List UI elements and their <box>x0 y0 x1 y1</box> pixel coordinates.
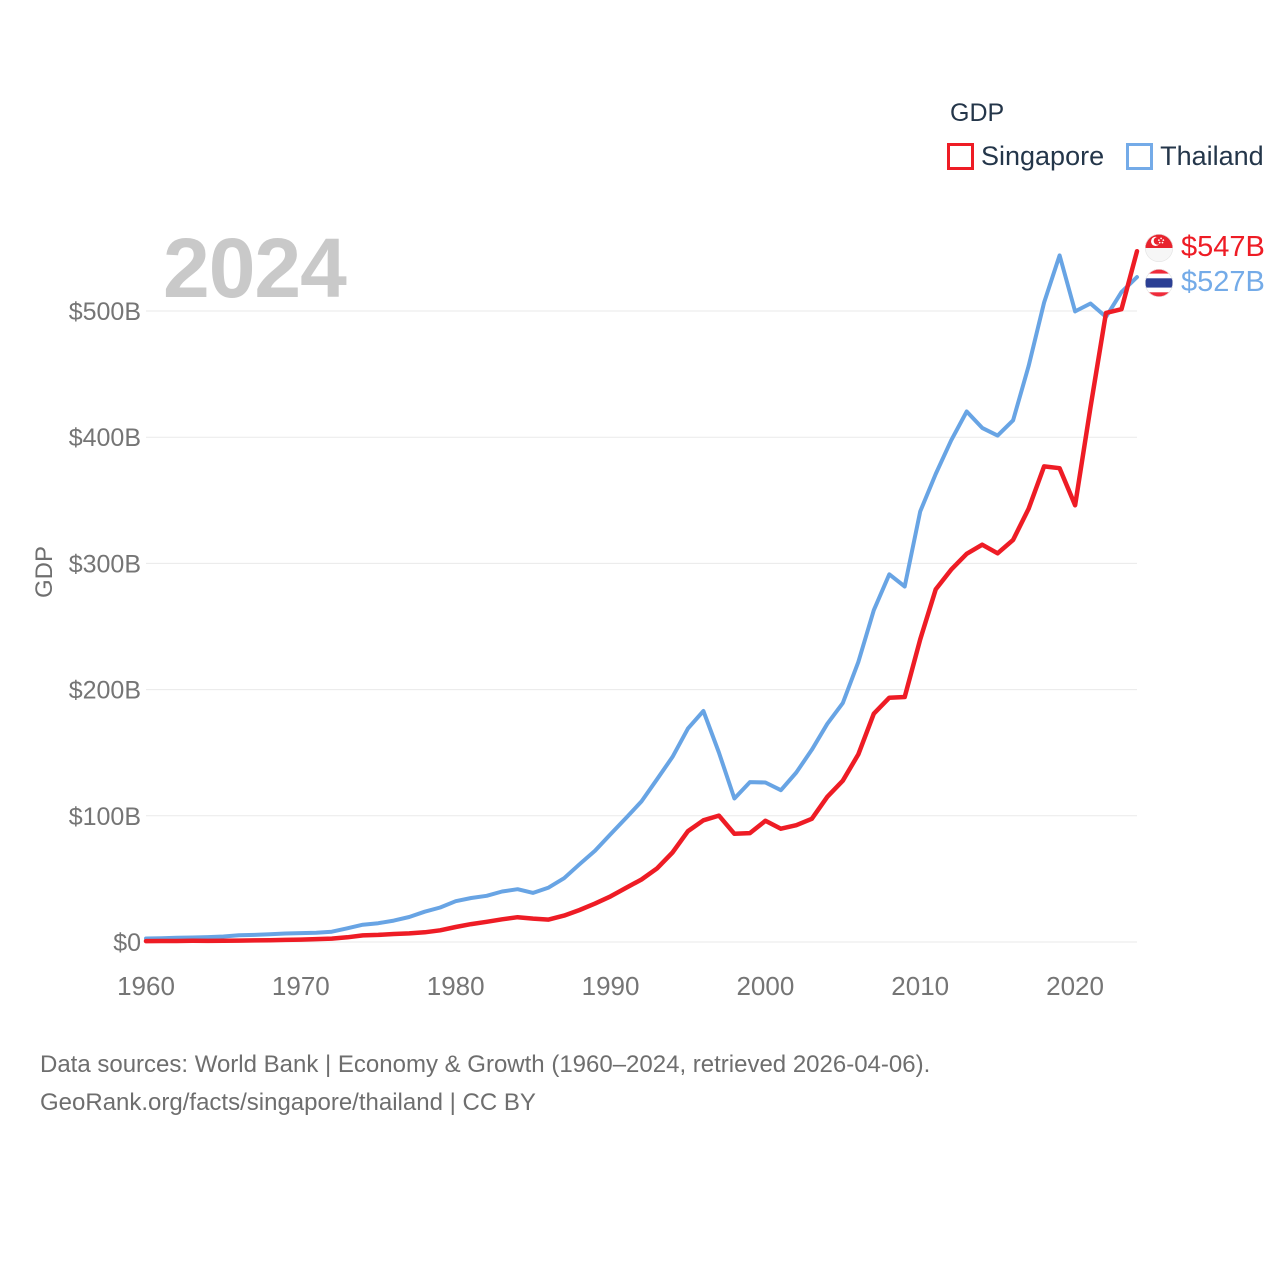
legend-item-thailand[interactable]: Thailand <box>1126 141 1264 172</box>
thailand-flag-icon <box>1145 268 1173 297</box>
thailand-swatch-icon <box>1126 143 1154 170</box>
x-tick-label: 2010 <box>891 971 949 1001</box>
legend: GDP Singapore Thailand <box>947 99 1264 171</box>
end-value-thailand: $527B <box>1181 266 1265 298</box>
x-tick-label: 1970 <box>272 971 330 1001</box>
singapore-swatch-icon <box>947 143 974 170</box>
y-tick-label: $300B <box>69 550 141 578</box>
year-watermark: 2024 <box>163 221 347 315</box>
y-tick-label: $0 <box>113 929 141 957</box>
x-tick-label: 2000 <box>736 971 794 1001</box>
singapore-flag-icon <box>1145 233 1173 262</box>
x-tick-label: 2020 <box>1046 971 1104 1001</box>
y-tick-label: $400B <box>69 424 141 452</box>
x-tick-label: 1960 <box>117 971 175 1001</box>
legend-title: GDP <box>950 99 1005 127</box>
legend-item-label: Thailand <box>1160 141 1264 171</box>
legend-items: Singapore Thailand <box>947 141 1264 172</box>
y-tick-label: $100B <box>69 803 141 831</box>
series-end-label-thailand: $527B <box>1145 266 1265 299</box>
legend-item-label: Singapore <box>981 141 1105 171</box>
series-line-singapore <box>143 248 1140 944</box>
x-tick-label: 1990 <box>582 971 640 1001</box>
series-end-label-singapore: $547B <box>1145 231 1265 264</box>
end-value-singapore: $547B <box>1181 231 1265 263</box>
x-tick-label: 1980 <box>427 971 485 1001</box>
footer: Data sources: World Bank | Economy & Gro… <box>40 1046 930 1122</box>
y-tick-label: $200B <box>69 677 141 705</box>
y-tick-label: $500B <box>69 298 141 326</box>
attribution-line: GeoRank.org/facts/singapore/thailand | C… <box>40 1089 536 1116</box>
legend-item-singapore[interactable]: Singapore <box>947 141 1104 172</box>
data-sources-line: Data sources: World Bank | Economy & Gro… <box>40 1051 931 1078</box>
series-line-thailand <box>144 253 1139 941</box>
